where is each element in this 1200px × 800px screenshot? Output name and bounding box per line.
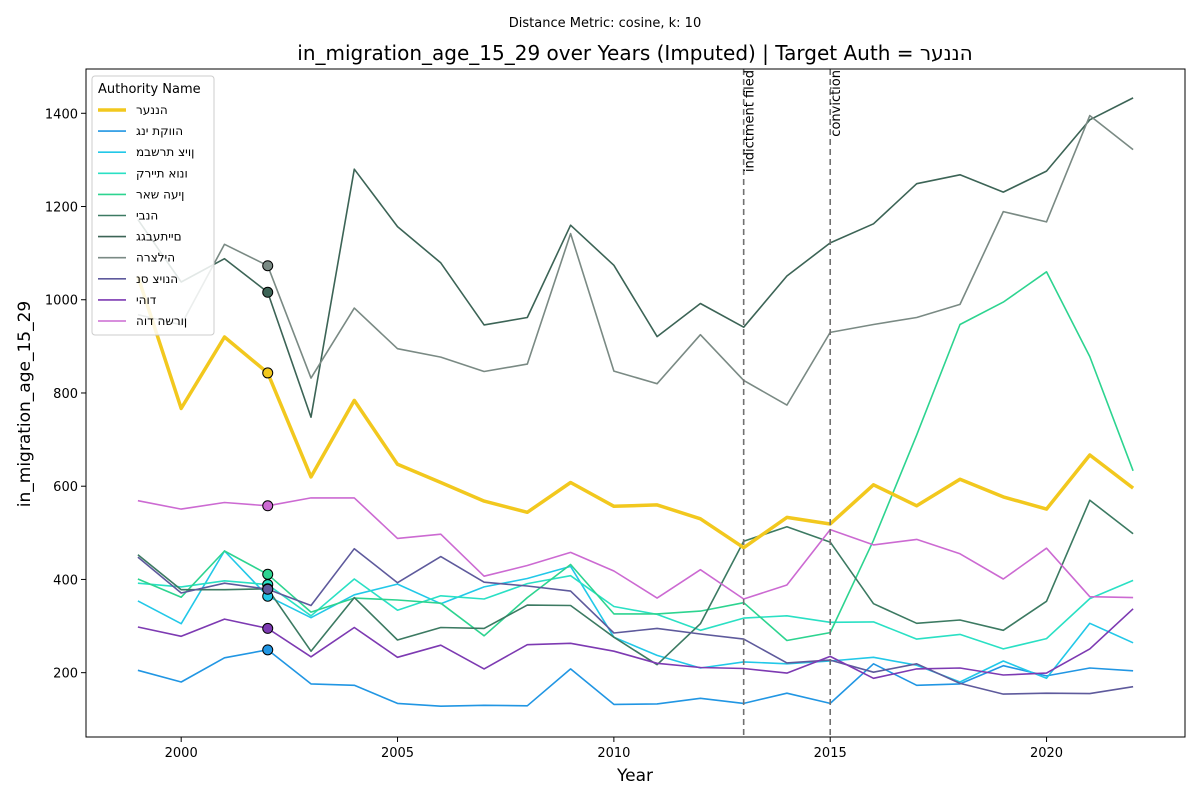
series-marker-8 <box>262 583 274 595</box>
series-line-1 <box>137 648 1134 708</box>
series-markers <box>262 260 274 656</box>
legend-label-4: ןיעה שאר <box>136 187 184 201</box>
event-lines: indictment filed conviction <box>743 69 844 737</box>
legend-label-9: דוהי <box>136 293 157 307</box>
legend-label-1: הווקת ינג <box>136 124 183 138</box>
legend-label-3: ונוא תיירק <box>136 166 188 180</box>
series-marker-0 <box>262 367 274 379</box>
legend-label-7: הילצרה <box>136 251 175 265</box>
series-marker-9 <box>262 622 274 634</box>
series-marker-6 <box>262 286 274 298</box>
y-tick-label-800: 800 <box>53 387 78 402</box>
legend-label-2: ןויצ תרשבמ <box>136 145 194 159</box>
legend-label-10: ןורשה דוה <box>136 314 187 328</box>
event-label-0: indictment filed <box>743 70 758 172</box>
chart-suptitle: Distance Metric: cosine, k: 10 <box>509 16 701 31</box>
legend-label-6: םייתעבגג <box>136 230 182 244</box>
y-tick-label-400: 400 <box>53 573 78 588</box>
series-line-9 <box>137 608 1134 680</box>
series-line-2 <box>137 550 1134 683</box>
series-line-8 <box>137 547 1134 695</box>
series-line-10 <box>137 497 1134 600</box>
series-line-3 <box>137 574 1134 650</box>
x-tick-label-2005: 2005 <box>381 746 414 761</box>
y-tick-label-1000: 1000 <box>45 294 78 309</box>
y-axis-label: in_migration_age_15_29 <box>15 301 35 507</box>
legend-label-8: הנויצ סנ <box>136 272 178 286</box>
x-tick-label-2015: 2015 <box>814 746 847 761</box>
y-tick-label-600: 600 <box>53 480 78 495</box>
legend: Authority Name הננער הווקת ינג ןויצ תרשבמ ונ… <box>91 75 215 336</box>
y-tick-label-1400: 1400 <box>45 107 78 122</box>
x-tick-label-2020: 2020 <box>1030 746 1063 761</box>
series-marker-4 <box>262 568 274 580</box>
series-line-0 <box>136 275 1135 550</box>
series-line-5 <box>137 499 1134 666</box>
legend-box <box>91 75 215 336</box>
x-tick-label-2010: 2010 <box>597 746 630 761</box>
series-lines <box>136 97 1135 708</box>
legend-label-0: הננער <box>136 103 168 117</box>
series-line-4 <box>137 270 1134 642</box>
axis-ticks: 2000 2005 2010 2015 2020 200 400 600 800 1000 1200… <box>45 107 1063 761</box>
legend-label-5: הנבי <box>136 209 158 223</box>
y-tick-label-200: 200 <box>53 667 78 682</box>
x-tick-label-2000: 2000 <box>165 746 198 761</box>
series-marker-1 <box>262 644 274 656</box>
series-marker-10 <box>262 500 274 512</box>
series-line-7 <box>137 114 1134 406</box>
chart-title: in_migration_age_15_29 over Years (Imput… <box>297 41 972 65</box>
x-axis-label: Year <box>616 766 653 786</box>
event-label-1: conviction <box>829 70 844 137</box>
series-marker-7 <box>262 260 274 272</box>
legend-title: Authority Name <box>98 82 201 97</box>
y-tick-label-1200: 1200 <box>45 201 78 216</box>
plot-frame <box>85 68 1186 738</box>
series-line-6 <box>137 97 1134 419</box>
